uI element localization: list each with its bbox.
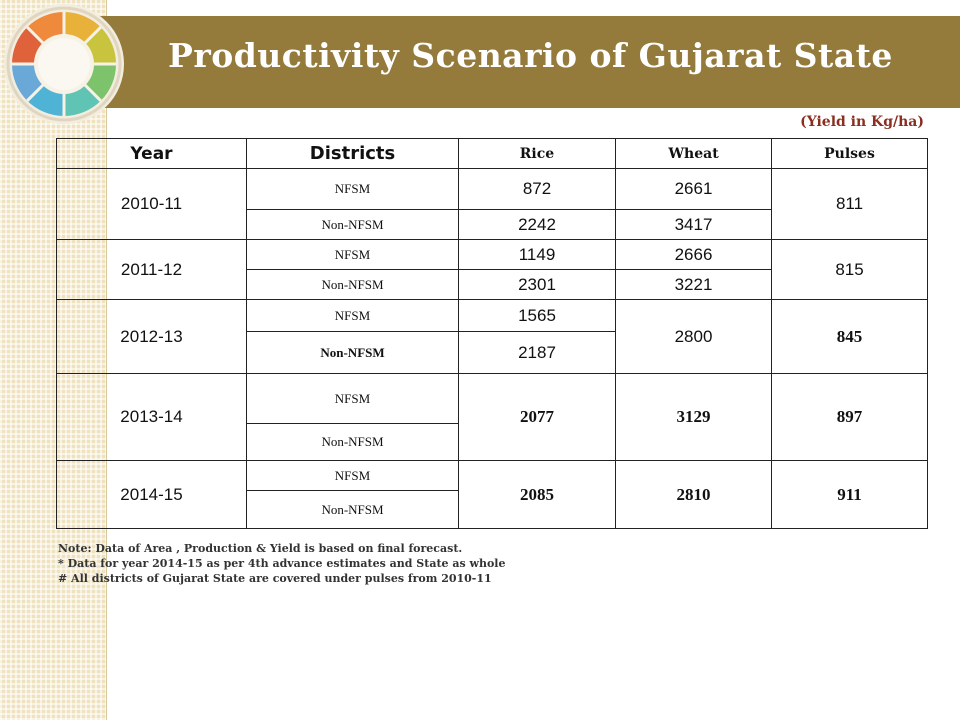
district-nfsm: NFSM — [246, 168, 459, 210]
rice-value: 2077 — [458, 373, 616, 461]
page-title: Productivity Scenario of Gujarat State — [168, 36, 893, 75]
note-line: # All districts of Gujarat State are cov… — [58, 572, 492, 585]
table-row: 2013-14 NFSM 2077 3129 897 — [56, 373, 928, 461]
header-wheat: Wheat — [615, 138, 772, 169]
header-year: Year — [56, 138, 247, 169]
note-line: Note: Data of Area , Production & Yield … — [58, 542, 463, 555]
wheat-value: 3129 — [615, 373, 772, 461]
table-row: Non-NFSM — [57, 423, 928, 461]
table-row: Non-NFSM — [57, 490, 928, 529]
rice-value: 2187 — [458, 331, 616, 374]
title-bar — [60, 16, 960, 108]
wheat-value: 3417 — [615, 209, 772, 240]
footnotes: Note: Data of Area , Production & Yield … — [58, 541, 506, 586]
pulses-value: 815 — [771, 239, 928, 300]
rice-value: 2301 — [458, 269, 616, 300]
district-non-nfsm: Non-NFSM — [246, 490, 459, 529]
wheat-value: 2800 — [615, 299, 772, 374]
color-wheel-icon — [4, 4, 124, 124]
wheat-value: 2810 — [615, 460, 772, 529]
table-row: 2011-12 NFSM 1149 2666 815 — [56, 239, 928, 300]
rice-value: 872 — [458, 168, 616, 210]
table-header-row: Year Districts Rice Wheat Pulses — [56, 138, 928, 169]
pulses-value: 811 — [771, 168, 928, 240]
year-cell: 2014-15 — [56, 460, 247, 529]
district-nfsm: NFSM — [246, 460, 459, 491]
header-rice: Rice — [458, 138, 616, 169]
district-nfsm: NFSM — [246, 299, 459, 332]
pulses-value: 845 — [771, 299, 928, 374]
rice-value: 2085 — [458, 460, 616, 529]
year-cell: 2013-14 — [56, 373, 247, 461]
year-cell: 2011-12 — [56, 239, 247, 300]
district-non-nfsm: Non-NFSM — [246, 209, 459, 240]
district-non-nfsm: Non-NFSM — [246, 269, 459, 300]
note-line: * Data for year 2014-15 as per 4th advan… — [58, 557, 506, 570]
pulses-value: 911 — [771, 460, 928, 529]
district-nfsm: NFSM — [246, 373, 459, 424]
table-row: 2012-13 NFSM 1565 2800 845 — [56, 299, 928, 374]
rice-value: 1565 — [458, 299, 616, 332]
table-row: 2010-11 NFSM 872 2661 811 — [56, 168, 928, 240]
year-cell: 2010-11 — [56, 168, 247, 240]
table-row: 2014-15 NFSM 2085 2810 911 — [56, 460, 928, 529]
header-pulses: Pulses — [771, 138, 928, 169]
productivity-table: Year Districts Rice Wheat Pulses 2010-11… — [56, 138, 928, 529]
pulses-value: 897 — [771, 373, 928, 461]
wheat-value: 2661 — [615, 168, 772, 210]
district-non-nfsm: Non-NFSM — [246, 331, 459, 374]
rice-value: 1149 — [458, 239, 616, 270]
wheat-value: 2666 — [615, 239, 772, 270]
header-districts: Districts — [246, 138, 459, 169]
unit-note: (Yield in Kg/ha) — [800, 114, 924, 130]
wheat-value: 3221 — [615, 269, 772, 300]
district-non-nfsm: Non-NFSM — [246, 423, 459, 461]
table-row: Non-NFSM 2187 — [57, 331, 928, 374]
rice-value: 2242 — [458, 209, 616, 240]
year-cell: 2012-13 — [56, 299, 247, 374]
district-nfsm: NFSM — [246, 239, 459, 270]
